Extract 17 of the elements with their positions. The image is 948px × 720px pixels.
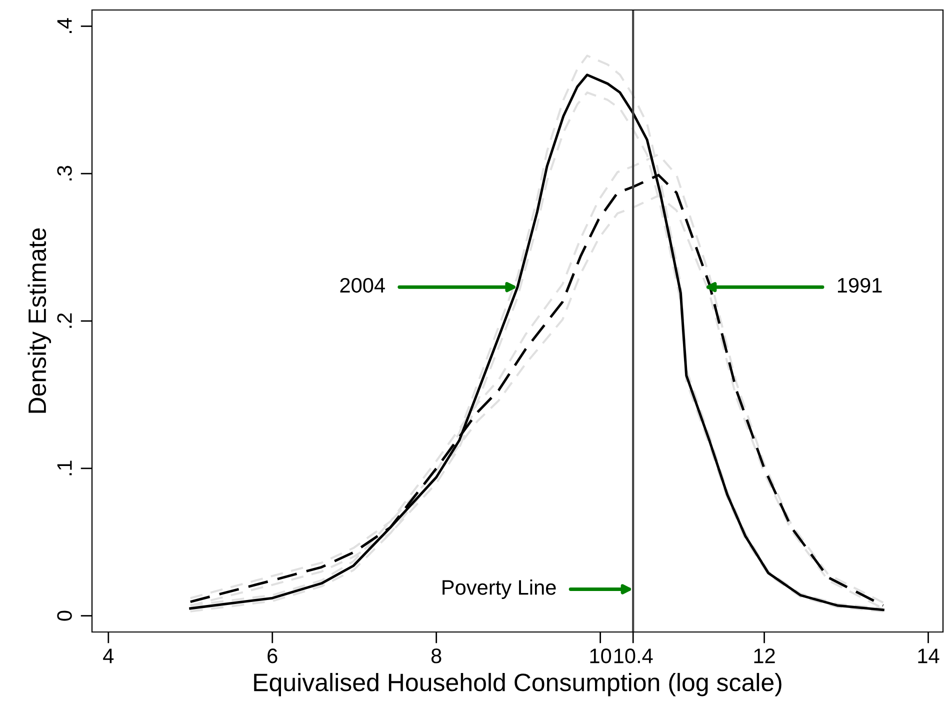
y-tick-label: .2 — [57, 313, 72, 328]
x-tick-label: 12 — [754, 648, 775, 664]
annotation: 1991 — [838, 278, 882, 293]
y-tick-label: .3 — [57, 166, 72, 180]
x-tick-label: 6 — [268, 648, 278, 664]
x-tick-label: 4 — [103, 648, 114, 664]
x-tick-label: 8 — [431, 648, 442, 664]
x-tick-label: 10.4 — [614, 648, 653, 664]
y-axis-title: Density Estimate — [28, 228, 52, 413]
annotation: 2004 — [340, 278, 385, 293]
x-tick-label: 14 — [918, 648, 940, 664]
annotation: Poverty Line — [442, 580, 556, 599]
y-tick-label: .4 — [57, 18, 72, 33]
x-tick-label: 10 — [590, 648, 612, 664]
y-tick-label: .1 — [57, 460, 72, 476]
y-tick-label: 0 — [57, 610, 72, 621]
x-axis-title: Equivalised Household Consumption (log scale) — [254, 672, 782, 696]
